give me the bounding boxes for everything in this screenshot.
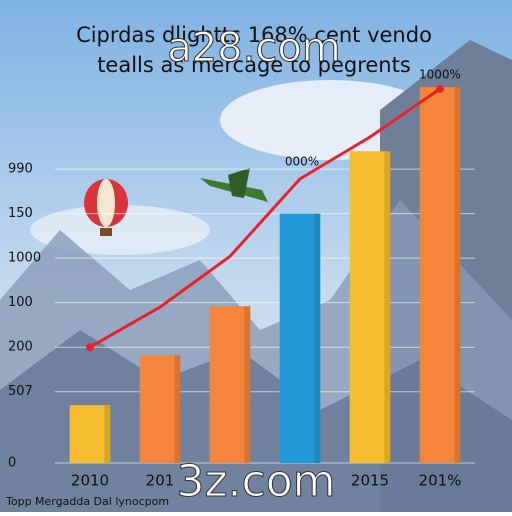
- bar: [279, 213, 321, 463]
- x-tick-label: 2010: [71, 472, 109, 490]
- watermark: a28.com: [167, 25, 341, 71]
- x-tick-label: 2015: [351, 472, 389, 490]
- bar-shade: [454, 87, 461, 463]
- bar-shade: [244, 306, 251, 463]
- balloon: [84, 179, 128, 236]
- annotation: 000%: [285, 155, 319, 169]
- bar-shade: [384, 151, 391, 464]
- bar: [139, 355, 181, 463]
- bar: [419, 87, 461, 463]
- x-tick-label: 201: [146, 472, 175, 490]
- bar-shade: [314, 213, 321, 463]
- watermark: 3z.com: [176, 456, 335, 507]
- x-tick-label: 201%: [419, 472, 462, 490]
- y-tick-label: 200: [8, 340, 33, 355]
- chart-title: Ciprdas dlightts 168% cent vendo: [76, 23, 432, 47]
- bar: [349, 151, 391, 464]
- line: [89, 87, 441, 349]
- chart-subtitle: tealls as mercage to pegrents: [97, 53, 411, 77]
- bar-shade: [174, 355, 181, 463]
- y-tick-label: 0: [8, 456, 16, 471]
- mountain: [0, 330, 512, 512]
- y-tick-label: 100: [8, 295, 33, 310]
- source: Topp Mergadda Dal lynocpom: [5, 495, 169, 508]
- y-tick-label: 150: [8, 206, 33, 221]
- cloud: [30, 205, 210, 255]
- bar-shade: [104, 405, 111, 463]
- bar: [209, 306, 251, 463]
- line-point: [86, 343, 94, 352]
- line-point: [436, 84, 444, 93]
- airplane: [200, 168, 268, 202]
- y-tick-label: 990: [8, 162, 33, 177]
- bar: [69, 405, 111, 463]
- annotation: 1000%: [419, 68, 461, 82]
- y-tick-label: 507: [8, 384, 33, 399]
- y-tick-label: 1000: [8, 251, 41, 266]
